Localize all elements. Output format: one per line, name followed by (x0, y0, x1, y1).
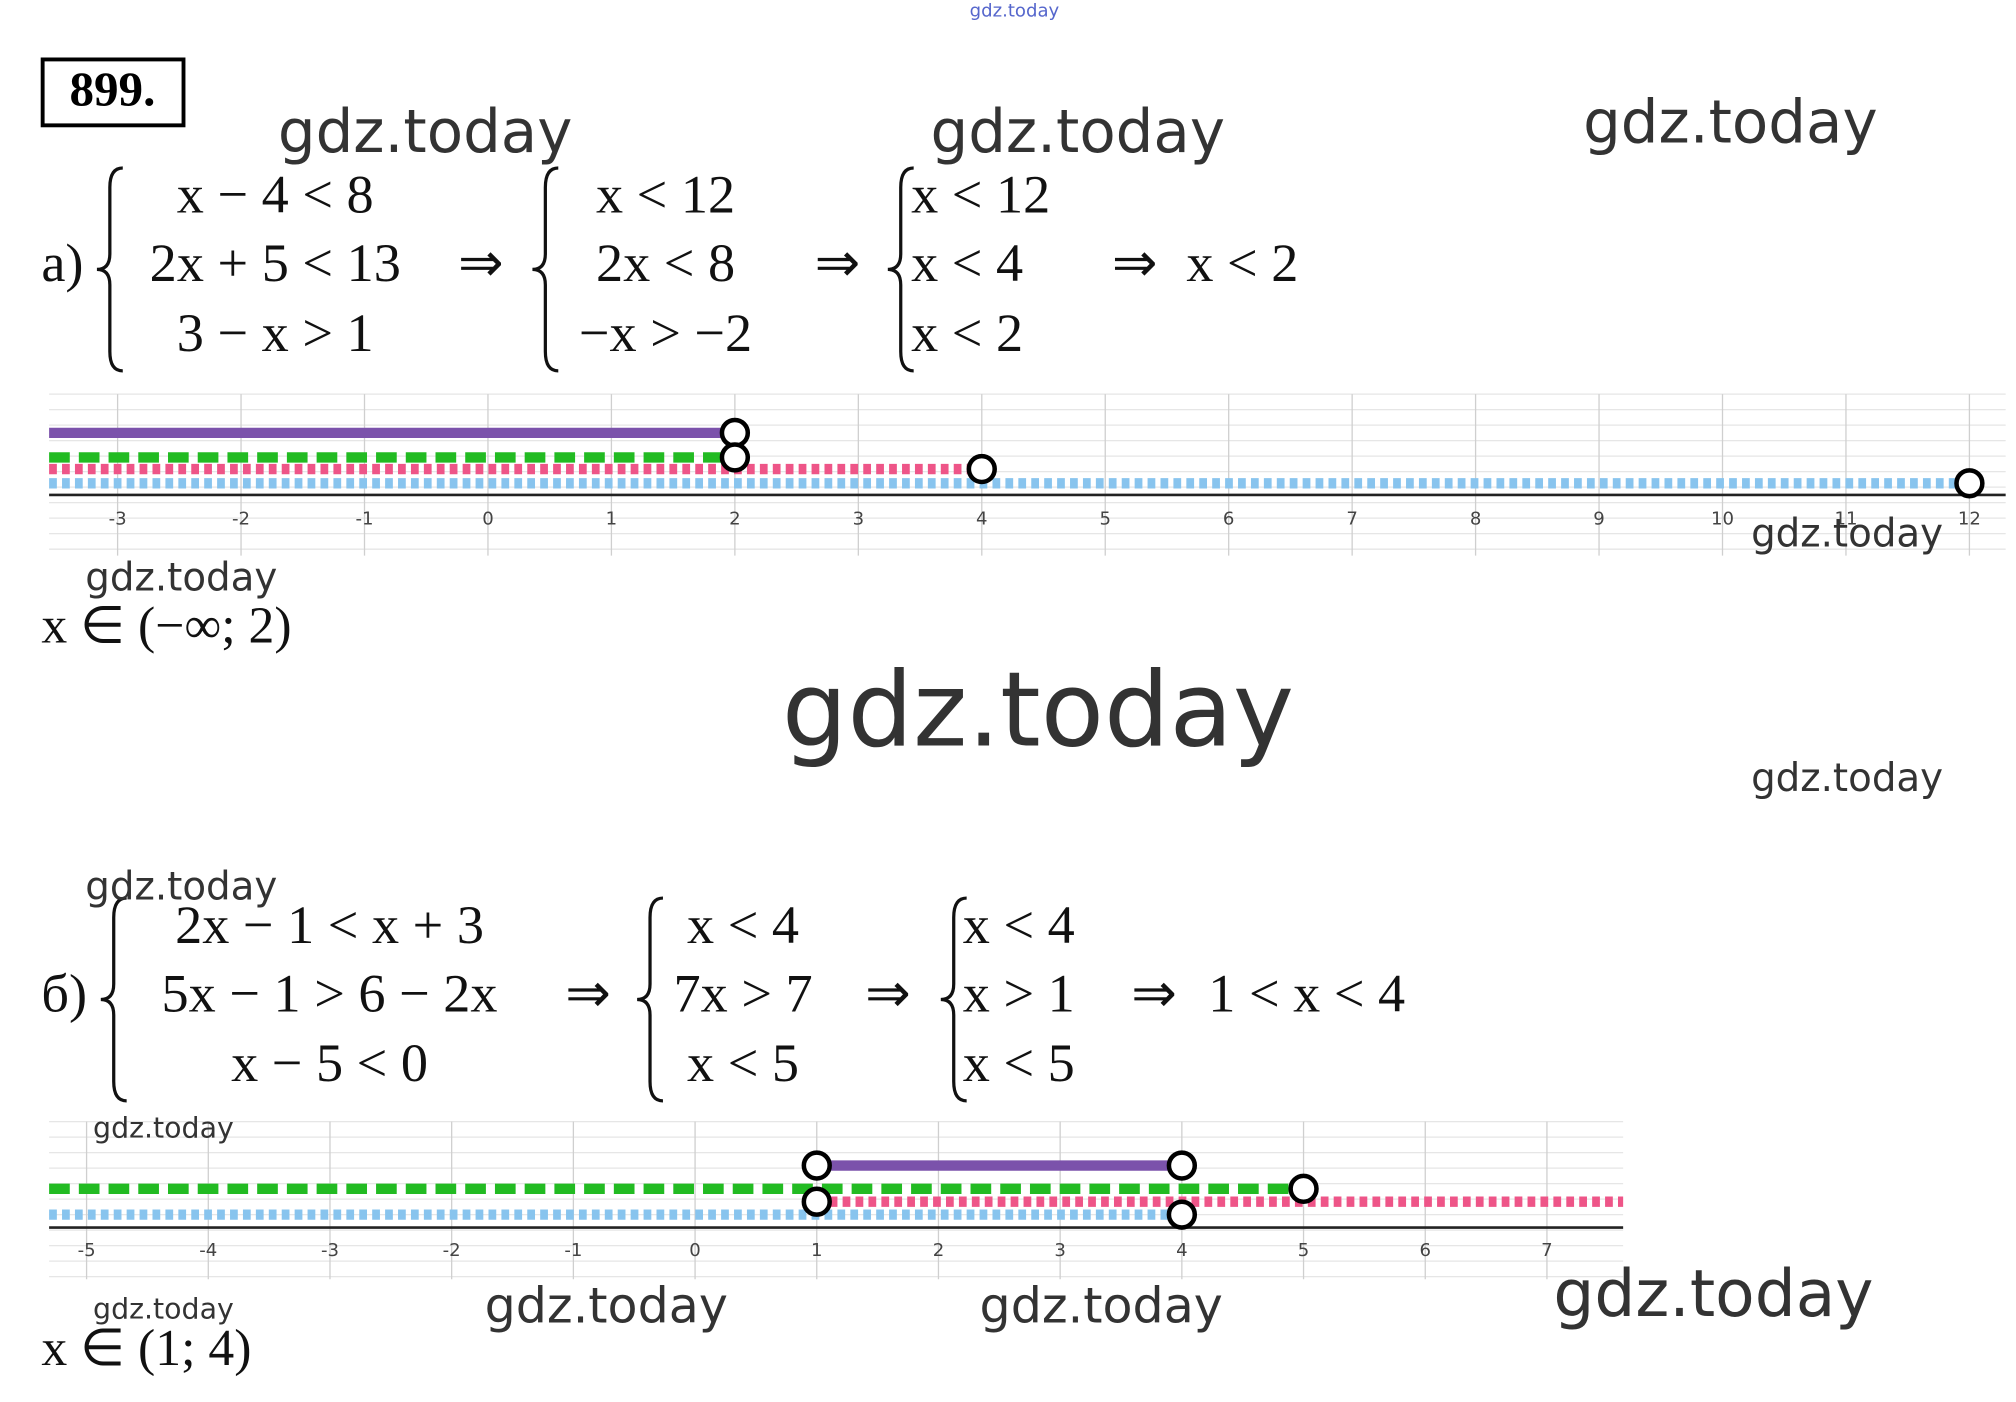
watermark: gdz.today (278, 98, 573, 167)
tick-label: 1 (606, 508, 618, 529)
watermark: gdz.today (1583, 89, 1878, 158)
tick-label: 7 (1346, 508, 1358, 529)
open-endpoint (1954, 468, 1985, 499)
tick-label: -1 (355, 508, 373, 529)
equation: x < 4 (687, 895, 799, 955)
open-endpoint (1166, 1150, 1198, 1181)
brace (940, 896, 967, 1103)
watermark: gdz.today (1751, 756, 1943, 801)
answer: x ∈ (1; 4) (41, 1320, 251, 1377)
tick-label: 12 (1958, 508, 1981, 529)
part-label: а) (41, 233, 83, 293)
tick-label: -3 (321, 1240, 339, 1261)
problem-number: 899. (69, 62, 155, 117)
open-endpoint (1288, 1173, 1319, 1204)
equation: x < 5 (963, 1033, 1075, 1093)
tick-label: 6 (1419, 1240, 1431, 1261)
tick-label: 2 (729, 508, 741, 529)
tick-label: 1 (811, 1240, 823, 1261)
tick-label: -2 (232, 508, 250, 529)
watermark: gdz.today (1553, 1257, 1873, 1332)
top-watermark: gdz.today (970, 1, 1060, 22)
implies-arrow: ⇒ (565, 963, 610, 1023)
tick-label: -4 (199, 1240, 217, 1261)
tick-label: 0 (482, 508, 494, 529)
equation: 2x − 1 < x + 3 (175, 895, 484, 955)
number-box (40, 57, 186, 128)
tick-label: 3 (1054, 1240, 1066, 1261)
open-endpoint (719, 417, 751, 449)
open-endpoint (719, 442, 751, 473)
watermark: gdz.today (980, 1276, 1223, 1334)
watermark: gdz.today (930, 98, 1225, 167)
equation: x < 4 (911, 233, 1023, 293)
tick-label: -2 (443, 1240, 461, 1261)
tick-label: 0 (689, 1240, 701, 1261)
watermark: gdz.today (85, 556, 277, 601)
watermark: gdz.today (1751, 512, 1943, 557)
equation: 7x > 7 (674, 963, 813, 1023)
brace (887, 166, 914, 373)
equation: x − 5 < 0 (231, 1033, 428, 1093)
equation: x − 4 < 8 (177, 165, 374, 225)
equation: x < 5 (687, 1033, 799, 1093)
tick-label: 2 (933, 1240, 945, 1261)
equation: x < 12 (596, 165, 735, 225)
equation: 2x < 8 (596, 233, 735, 293)
tick-label: 7 (1541, 1240, 1553, 1261)
tick-label: 10 (1711, 508, 1734, 529)
implies-arrow: ⇒ (815, 233, 860, 293)
tick-label: 9 (1593, 508, 1605, 529)
brace (96, 166, 123, 373)
watermark: gdz.today (85, 865, 277, 910)
tick-label: 6 (1223, 508, 1235, 529)
tick-label: -1 (564, 1240, 582, 1261)
open-endpoint (1166, 1199, 1198, 1230)
answer: x ∈ (−∞; 2) (41, 597, 291, 654)
equation: 5x − 1 > 6 − 2x (162, 963, 498, 1023)
brace (532, 166, 559, 373)
open-endpoint (966, 453, 997, 485)
tick-label: -3 (109, 508, 127, 529)
tick-label: 5 (1298, 1240, 1310, 1261)
equation: 2x + 5 < 13 (150, 233, 401, 293)
watermark: gdz.today (485, 1276, 728, 1334)
tick-label: 4 (1176, 1240, 1188, 1261)
equation: −x > −2 (579, 303, 752, 363)
equation: 3 − x > 1 (177, 303, 374, 363)
implies-arrow: ⇒ (1131, 963, 1176, 1023)
tick-label: 5 (1099, 508, 1111, 529)
implies-arrow: ⇒ (458, 233, 503, 293)
tick-label: 3 (853, 508, 865, 529)
equation: x < 4 (963, 895, 1075, 955)
open-endpoint (801, 1186, 832, 1217)
watermark: gdz.today (93, 1111, 234, 1144)
watermark: gdz.today (782, 650, 1294, 770)
tick-label: 11 (1834, 508, 1857, 529)
brace (100, 896, 127, 1103)
tick-label: 8 (1470, 508, 1482, 529)
result: x < 2 (1186, 233, 1298, 293)
equation: x > 1 (963, 963, 1075, 1023)
implies-arrow: ⇒ (865, 963, 910, 1023)
open-endpoint (801, 1150, 832, 1181)
result: 1 < x < 4 (1208, 963, 1405, 1023)
watermark: gdz.today (93, 1292, 234, 1325)
part-label: б) (41, 963, 87, 1023)
equation: x < 12 (911, 165, 1050, 225)
tick-label: -5 (78, 1240, 96, 1261)
tick-label: 4 (976, 508, 988, 529)
implies-arrow: ⇒ (1112, 233, 1157, 293)
equation: x < 2 (911, 303, 1023, 363)
